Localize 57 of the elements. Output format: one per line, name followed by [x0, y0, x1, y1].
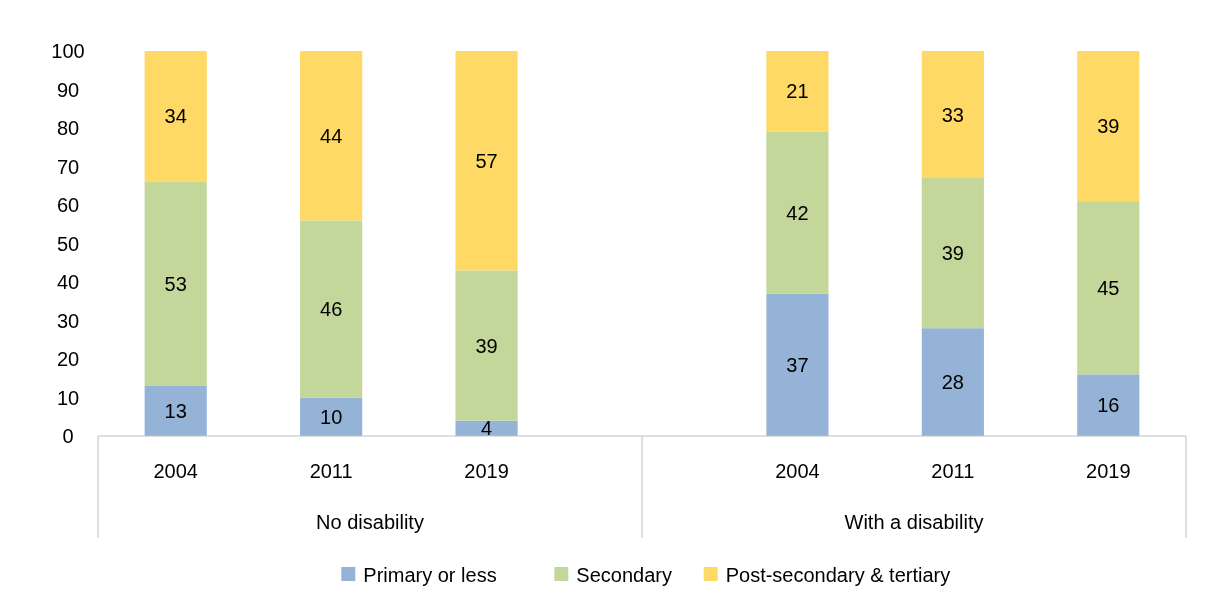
bar [1077, 374, 1140, 436]
y-tick-label: 100 [51, 40, 85, 62]
data-label: 4 [481, 417, 493, 440]
bar [921, 51, 984, 179]
legend-label: Post-secondary & tertiary [725, 564, 951, 586]
x-tick-label: 2019 [1086, 460, 1131, 482]
x-tick-label: 2019 [464, 460, 509, 482]
y-tick-label: 20 [56, 348, 80, 370]
bar [144, 385, 207, 436]
data-label: 34 [164, 105, 187, 128]
bar [144, 51, 207, 182]
data-label: 44 [320, 124, 343, 147]
bar [921, 328, 984, 436]
bar [455, 270, 518, 421]
x-tick-label: 2004 [775, 460, 820, 482]
data-label: 33 [941, 103, 964, 126]
text: With a disability [844, 511, 984, 533]
data-label: 28 [941, 371, 964, 394]
y-tick-label: 60 [56, 194, 80, 216]
y-tick-label: 30 [56, 309, 80, 332]
bar [1077, 51, 1140, 202]
bar [766, 293, 829, 436]
legend-label: Primary or less [363, 564, 497, 586]
x-tick-label: 2011 [309, 460, 353, 482]
y-tick-label: 50 [56, 232, 80, 255]
y-tick-label: 70 [56, 155, 80, 178]
bar [455, 51, 518, 271]
y-tick-label: 40 [56, 271, 80, 293]
data-label: 39 [941, 242, 964, 265]
y-tick-label: 0 [62, 425, 74, 447]
data-label: 37 [786, 353, 809, 376]
bar [144, 181, 207, 386]
y-tick-label: 90 [56, 78, 80, 101]
bar [921, 178, 984, 329]
data-label: 46 [320, 297, 343, 320]
bar [766, 131, 829, 294]
data-label: 39 [1097, 115, 1120, 138]
data-label: 16 [1097, 394, 1120, 417]
data-label: 39 [475, 334, 498, 357]
x-tick-label: 2004 [153, 460, 198, 482]
data-label: 53 [164, 272, 187, 295]
data-label: 45 [1097, 276, 1120, 299]
bar [766, 51, 829, 132]
data-label: 10 [320, 405, 343, 428]
data-label: 42 [786, 201, 809, 224]
y-tick-label: 80 [56, 117, 80, 139]
data-label: 21 [786, 80, 809, 103]
bar [1077, 201, 1140, 375]
data-label: 13 [164, 399, 187, 422]
data-label: 57 [475, 149, 498, 172]
y-tick-label: 10 [56, 386, 80, 409]
legend-label: Secondary [576, 564, 672, 586]
bar [300, 220, 363, 398]
text: No disability [316, 511, 424, 533]
bar [300, 397, 363, 436]
x-tick-label: 2011 [931, 460, 975, 482]
bar [300, 51, 363, 221]
